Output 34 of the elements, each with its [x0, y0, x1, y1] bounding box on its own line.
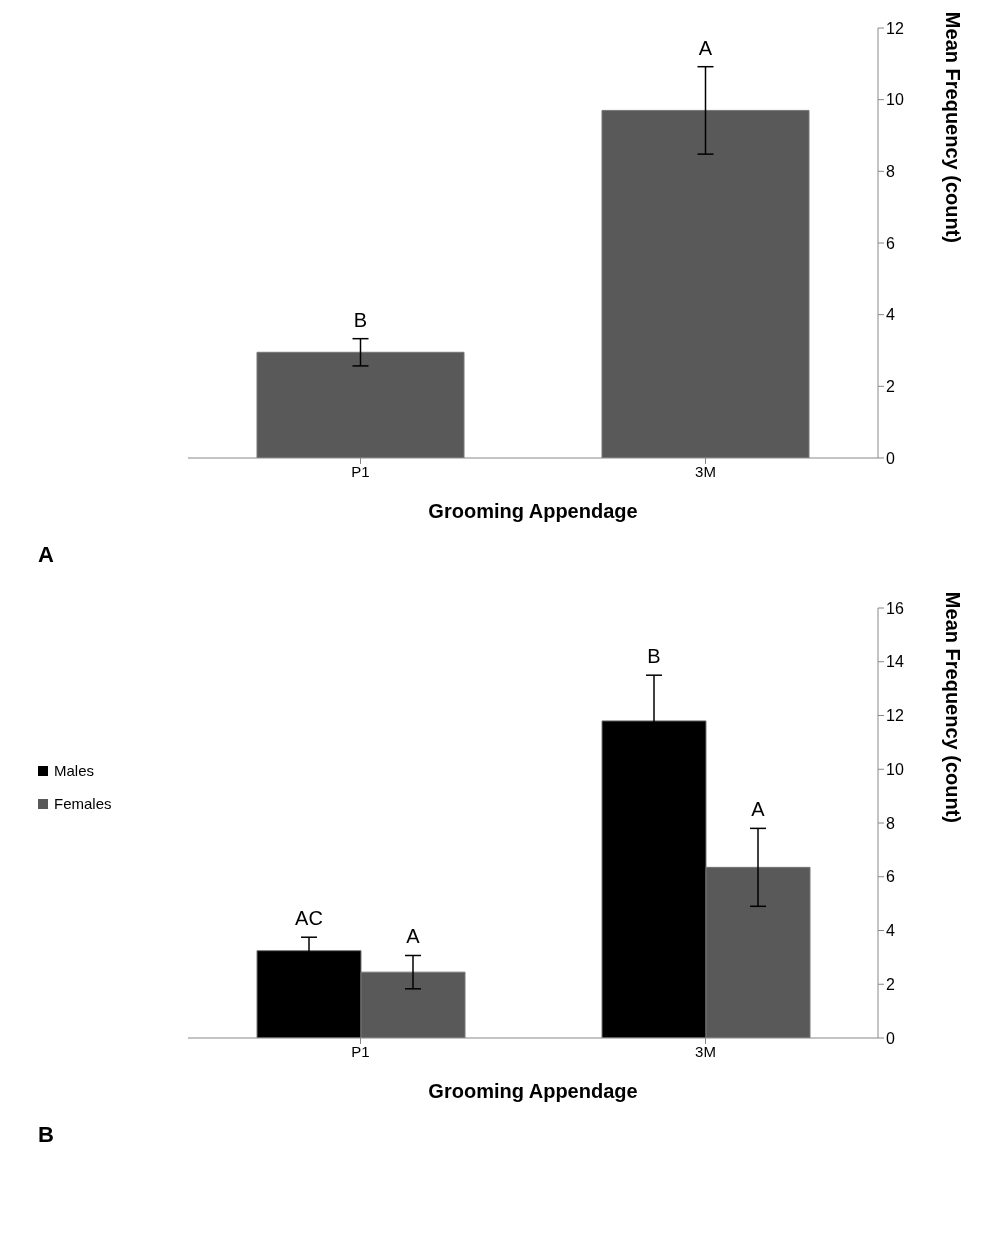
y-tick-label: 8: [886, 163, 895, 181]
data-label: AC: [295, 907, 323, 930]
x-tick-label: P1: [351, 1042, 370, 1060]
y-tick-label: 16: [886, 599, 904, 617]
data-label: B: [647, 645, 661, 668]
y-tick-label: 0: [886, 1029, 895, 1047]
y-tick-label: 12: [886, 19, 904, 37]
legend-label: Males: [54, 762, 95, 779]
data-label: B: [353, 308, 368, 331]
data-label: A: [751, 798, 766, 821]
x-axis-title: Grooming Appendage: [428, 1080, 638, 1102]
text: B: [38, 1122, 54, 1148]
y-tick-label: 4: [886, 922, 895, 940]
y-tick-label: 12: [886, 707, 904, 725]
y-axis-title: Mean Frequency (count): [941, 11, 964, 243]
x-tick-label: 3M: [695, 462, 716, 480]
y-tick-label: 2: [886, 975, 895, 993]
legend-label: Females: [54, 795, 112, 812]
y-tick-label: 6: [886, 234, 895, 252]
y-tick-label: 14: [886, 653, 904, 671]
y-tick-label: 2: [886, 378, 895, 396]
text: A: [38, 542, 54, 568]
x-tick-label: 3M: [695, 1042, 716, 1060]
data-label: A: [406, 925, 421, 948]
y-tick-label: 6: [886, 868, 895, 886]
y-tick-label: 10: [886, 760, 904, 778]
x-axis-title: Grooming Appendage: [428, 500, 638, 522]
y-tick-label: 0: [886, 449, 895, 467]
y-tick-label: 10: [886, 91, 904, 109]
y-tick-label: 4: [886, 306, 895, 324]
y-tick-label: 8: [886, 814, 895, 832]
y-axis-title: Mean Frequency (count): [941, 591, 964, 823]
x-tick-label: P1: [351, 462, 370, 480]
data-label: A: [698, 36, 713, 59]
